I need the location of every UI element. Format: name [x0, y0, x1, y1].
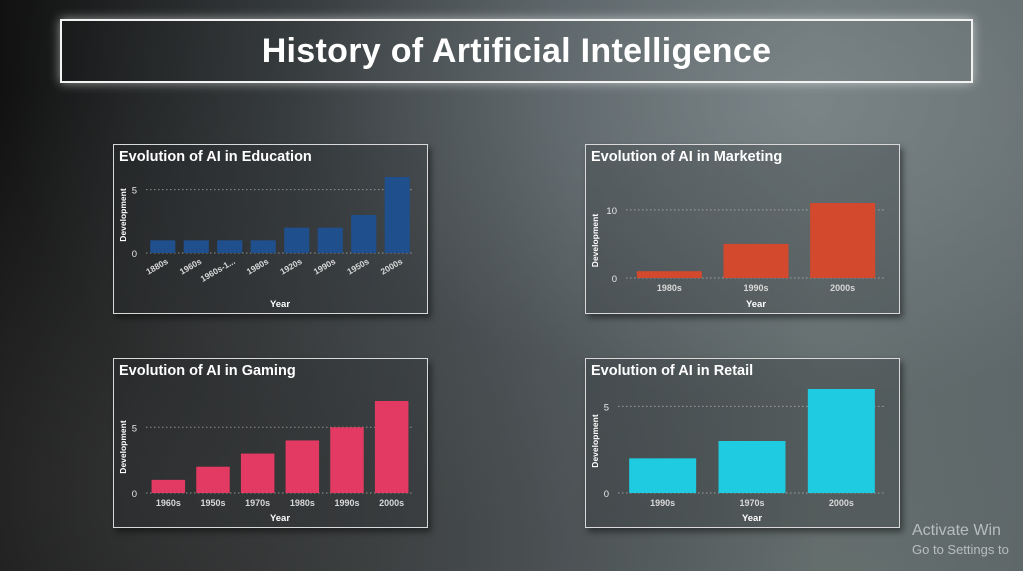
bar-education-0[interactable] [150, 240, 176, 253]
x-tick-label: 1990s [334, 498, 359, 508]
chart-title: Evolution of AI in Education [119, 149, 312, 165]
x-tick-label: 1920s [278, 256, 304, 277]
chart-card-retail[interactable]: Evolution of AI in Retail 0 5 1990s 1970s 20… [585, 358, 900, 528]
x-tick-label: 1980s [245, 256, 271, 277]
watermark-line-1: Activate Win [912, 522, 1001, 539]
x-tick-label: 1970s [739, 498, 764, 508]
x-tick-label: 1960s [178, 256, 204, 277]
bar-education-2[interactable] [217, 240, 243, 253]
bar-gaming-5[interactable] [374, 401, 409, 493]
bar-education-3[interactable] [250, 240, 276, 253]
bar-marketing-0[interactable] [636, 271, 702, 278]
bar-gaming-4[interactable] [330, 427, 364, 493]
x-axis-title: Year [746, 299, 766, 310]
chart-card-marketing[interactable]: Evolution of AI in Marketing 0 10 1980s 199… [585, 144, 900, 314]
y-tick-label: 10 [606, 206, 617, 217]
y-tick-label: 0 [132, 249, 137, 260]
x-tick-label: 1950s [200, 498, 225, 508]
bar-chart-retail: 0 5 1990s 1970s 2000s Year Development [590, 389, 886, 524]
x-tick-label: 1990s [743, 283, 768, 293]
bar-retail-2[interactable] [807, 389, 875, 493]
x-tick-label: 1950s [345, 256, 371, 277]
bar-retail-0[interactable] [629, 458, 697, 493]
x-axis-title: Year [742, 513, 762, 524]
page-title-box: History of Artificial Intelligence [60, 19, 973, 83]
x-tick-label: 2000s [379, 498, 404, 508]
x-tick-label: 1880s [144, 256, 170, 277]
bar-gaming-2[interactable] [240, 453, 275, 493]
bar-education-1[interactable] [183, 240, 209, 253]
y-tick-label: 0 [612, 274, 617, 285]
chart-card-gaming[interactable]: Evolution of AI in Gaming 0 5 1960s 1950s 19… [113, 358, 428, 528]
y-axis-title: Development [590, 214, 600, 268]
bar-education-4[interactable] [284, 227, 310, 253]
chart-title: Evolution of AI in Retail [591, 363, 754, 379]
y-tick-label: 0 [132, 489, 137, 500]
x-axis-title: Year [270, 299, 290, 310]
x-tick-label: 1980s [290, 498, 315, 508]
x-axis-title: Year [270, 513, 290, 524]
bar-chart-marketing: 0 10 1980s 1990s 2000s Year Development [590, 203, 886, 310]
bar-education-7[interactable] [384, 177, 410, 253]
x-tick-label: 1980s [657, 283, 682, 293]
chart-card-education[interactable]: Evolution of AI in Education 0 5 1880s 1960… [113, 144, 428, 314]
x-tick-label: 2000s [379, 256, 405, 277]
y-tick-label: 5 [132, 423, 137, 434]
bar-marketing-2[interactable] [810, 203, 876, 278]
chart-title: Evolution of AI in Gaming [119, 363, 296, 379]
chart-title: Evolution of AI in Marketing [591, 149, 783, 165]
x-tick-label: 1990s [312, 256, 338, 277]
bar-gaming-0[interactable] [151, 479, 186, 493]
x-tick-label: 1960s-1... [199, 256, 237, 284]
y-tick-label: 5 [132, 186, 137, 197]
watermark-line-2: Go to Settings to [912, 542, 1009, 557]
x-tick-label: 2000s [830, 283, 855, 293]
y-axis-title: Development [118, 420, 128, 474]
bar-retail-1[interactable] [718, 441, 786, 493]
x-tick-label: 2000s [829, 498, 854, 508]
y-tick-label: 5 [604, 402, 609, 413]
windows-activation-watermark: Activate Win Go to Settings to [912, 522, 1009, 557]
y-axis-title: Development [118, 188, 128, 242]
y-tick-label: 0 [604, 489, 609, 500]
bar-education-5[interactable] [317, 227, 343, 253]
x-tick-label: 1970s [245, 498, 270, 508]
bar-marketing-1[interactable] [723, 243, 789, 278]
x-tick-label: 1990s [650, 498, 675, 508]
bar-gaming-3[interactable] [285, 440, 320, 493]
page-title: History of Artificial Intelligence [261, 31, 772, 70]
y-axis-title: Development [590, 414, 600, 468]
x-tick-label: 1960s [156, 498, 181, 508]
bar-education-6[interactable] [351, 215, 377, 253]
bar-chart-gaming: 0 5 1960s 1950s 1970s 1980s 1990s 2000s Year Deve… [118, 401, 414, 524]
bar-gaming-1[interactable] [196, 466, 230, 493]
